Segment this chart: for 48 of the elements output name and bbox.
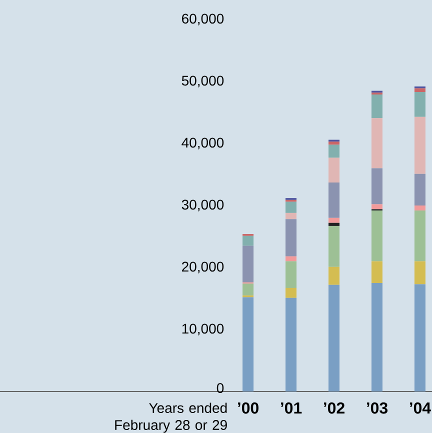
- bar: [371, 283, 382, 392]
- bar: [286, 288, 297, 298]
- y-tick-label: 10,000: [182, 324, 224, 336]
- y-tick-label: 20,000: [182, 262, 224, 274]
- bar: [242, 284, 254, 296]
- bar: [328, 226, 340, 267]
- bar: [414, 284, 426, 392]
- bar: [328, 182, 340, 218]
- bar: [414, 88, 426, 92]
- x-axis-title: Years ended February 28 or 29: [115, 402, 227, 433]
- bar: [328, 266, 340, 285]
- bar: [328, 222, 340, 226]
- bar: [242, 297, 254, 392]
- y-tick-label: 30,000: [182, 200, 224, 212]
- bar: [328, 218, 340, 223]
- bar: [286, 298, 297, 392]
- bar: [328, 158, 340, 183]
- bar: [414, 116, 426, 174]
- bar: [371, 261, 382, 283]
- x-tick-label: ’02: [324, 402, 344, 414]
- x-tick-label: ’01: [280, 402, 302, 414]
- y-tick-label: 50,000: [182, 76, 224, 88]
- bar: [371, 210, 382, 262]
- x-tick-label: ’04: [410, 402, 432, 414]
- bar: [371, 118, 382, 168]
- bar: [414, 206, 426, 210]
- x-tick-label: ’03: [366, 402, 388, 414]
- bar: [242, 246, 254, 282]
- bar: [371, 94, 382, 118]
- bar: [414, 210, 426, 262]
- bar: [286, 212, 297, 220]
- bar: [414, 174, 426, 206]
- bar: [242, 236, 254, 246]
- y-tick-label: 40,000: [182, 138, 224, 150]
- y-tick-label: 0: [216, 383, 224, 394]
- y-tick-label: 60,000: [182, 14, 224, 26]
- bar: [328, 142, 340, 145]
- bar: [371, 168, 382, 204]
- bar: [286, 256, 297, 262]
- x-tick-label: ’00: [238, 402, 258, 414]
- bar: [328, 284, 340, 392]
- bar: [328, 144, 340, 158]
- bar: [286, 261, 297, 288]
- bar: [371, 204, 382, 210]
- bar: [414, 92, 426, 117]
- bar: [414, 261, 426, 284]
- bar: [286, 219, 297, 256]
- bar: [286, 202, 297, 213]
